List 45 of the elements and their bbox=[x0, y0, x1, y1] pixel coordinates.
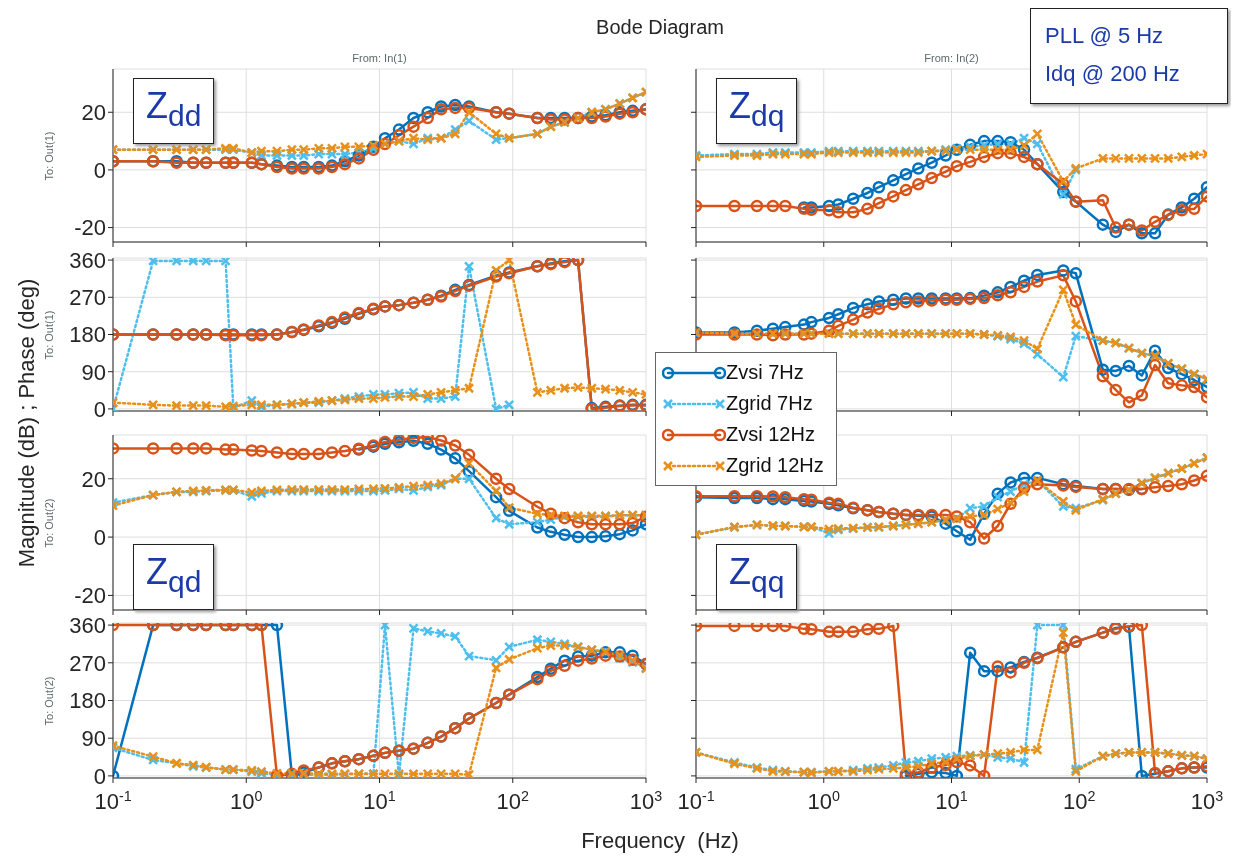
chart-title: From: In(1) bbox=[351, 52, 408, 64]
y-tick-label: -20 bbox=[74, 583, 106, 609]
y-tick-label: 0 bbox=[93, 763, 106, 789]
x-tick-label: 10$^{3}$ bbox=[629, 788, 663, 814]
annotation: Z$_{qd}$ bbox=[133, 544, 215, 611]
y-tick-label: 360 bbox=[69, 247, 106, 273]
text: Magnitude (dB) ; Phase (deg) bbox=[14, 278, 40, 568]
y-tick-label: 0 bbox=[93, 396, 106, 422]
y-axis-title: To: Out(1) bbox=[43, 310, 55, 359]
x-tick-label: 10$^{2}$ bbox=[1063, 788, 1096, 814]
y-tick-label: 180 bbox=[69, 688, 106, 714]
legend-label: Zgrid 12Hz bbox=[726, 454, 825, 477]
legend-label: Zgrid 7Hz bbox=[726, 392, 814, 415]
y-tick-label: 270 bbox=[69, 285, 106, 311]
y-tick-label: -20 bbox=[74, 215, 106, 241]
x-tick-label: 10$^{1}$ bbox=[363, 788, 396, 814]
y-tick-label: 0 bbox=[93, 157, 106, 183]
x-tick-label: 10$^{3}$ bbox=[1190, 788, 1224, 814]
y-tick-label: 180 bbox=[69, 322, 106, 348]
y-tick-label: 90 bbox=[81, 726, 106, 752]
y-tick-label: 20 bbox=[81, 466, 106, 492]
x-tick-label: 10$^{-1}$ bbox=[677, 788, 715, 814]
chart-title: From: In(2) bbox=[924, 52, 979, 64]
annotation: Idq @ 200 Hz bbox=[1044, 60, 1181, 88]
y-axis-title: To: Out(1) bbox=[43, 131, 55, 180]
x-tick-label: 10$^{1}$ bbox=[935, 788, 968, 814]
legend-label: Zvsi 7Hz bbox=[726, 361, 805, 384]
text: Bode Diagram bbox=[595, 16, 725, 39]
y-tick-label: 0 bbox=[93, 524, 106, 550]
x-axis-title: Frequency (Hz) bbox=[580, 828, 740, 854]
x-tick-label: 10$^{-1}$ bbox=[94, 788, 132, 814]
legend-label: Zvsi 12Hz bbox=[726, 423, 816, 446]
annotation: Z$_{dd}$ bbox=[133, 78, 215, 145]
x-tick-label: 10$^{0}$ bbox=[230, 788, 263, 814]
y-axis-title: To: Out(2) bbox=[43, 498, 55, 547]
text: PLL @ 5 Hz bbox=[1044, 22, 1165, 50]
annotation: Z$_{qq}$ bbox=[716, 544, 798, 611]
x-tick-label: 10$^{2}$ bbox=[496, 788, 530, 814]
x-tick-label: 10$^{0}$ bbox=[807, 788, 841, 814]
y-tick-label: 20 bbox=[81, 100, 106, 126]
y-tick-label: 90 bbox=[81, 359, 106, 385]
y-tick-label: 360 bbox=[69, 612, 106, 638]
annotation: Z$_{dq}$ bbox=[716, 78, 798, 145]
y-axis-title: To: Out(2) bbox=[43, 676, 55, 725]
y-tick-label: 270 bbox=[69, 650, 106, 676]
